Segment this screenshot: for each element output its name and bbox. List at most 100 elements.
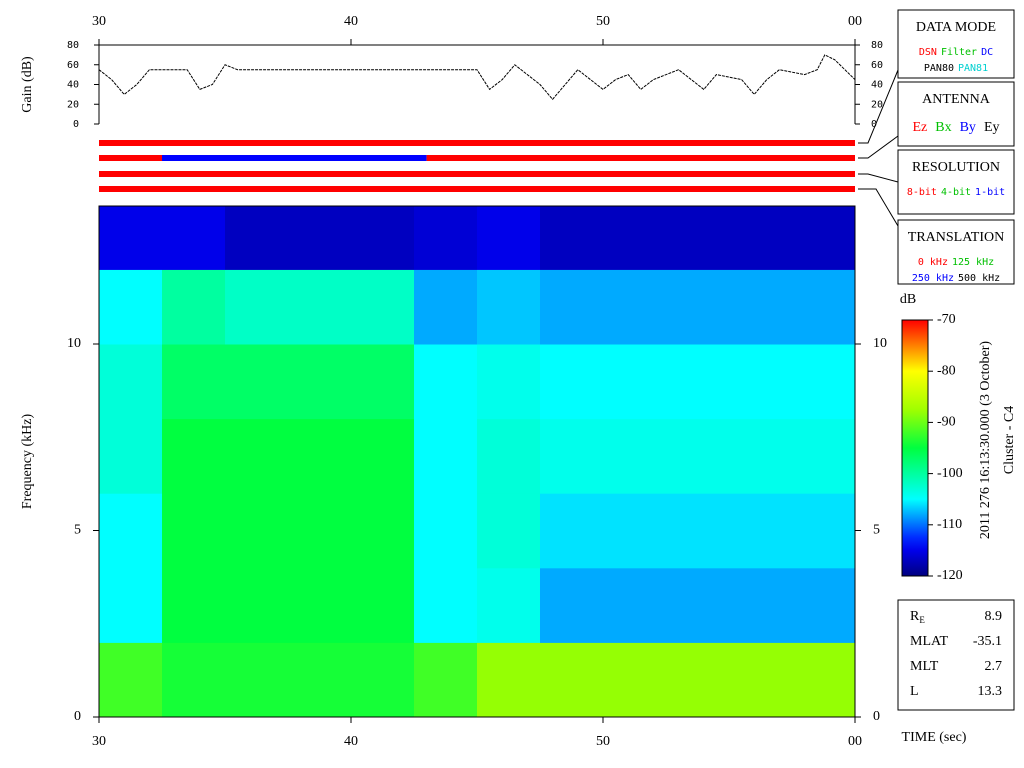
y-axis-label: Gain (dB): [20, 56, 35, 113]
panel-item: PAN81: [958, 63, 988, 74]
heat-cell: [729, 269, 793, 345]
orbit-value: -35.1: [973, 634, 1002, 649]
heat-cell: [603, 493, 667, 569]
heat-cell: [477, 344, 541, 420]
heat-cell: [729, 344, 793, 420]
heat-cell: [729, 493, 793, 569]
colorbar-tick-label: -90: [937, 415, 956, 430]
panel-title: TRANSLATION: [908, 230, 1004, 245]
spacecraft-label: Cluster - C4: [1002, 406, 1017, 474]
panel-item: Ey: [984, 120, 1000, 135]
heat-cell: [99, 418, 163, 494]
heat-cell: [351, 206, 415, 270]
heat-cell: [414, 206, 478, 270]
connector: [858, 173, 899, 183]
y-axis-label: Frequency (kHz): [20, 414, 35, 510]
heat-cell: [225, 344, 289, 420]
heat-cell: [792, 206, 856, 270]
heat-cell: [792, 567, 856, 643]
y-tick-label: 60: [67, 60, 79, 71]
panel-item: DC: [981, 47, 993, 58]
heat-cell: [288, 206, 352, 270]
heat-cell: [792, 269, 856, 345]
orbit-subscript: E: [919, 615, 925, 625]
heat-cell: [666, 493, 730, 569]
heat-cell: [99, 493, 163, 569]
x-tick-label: 00: [848, 734, 862, 749]
panel-row: 8-bit 4-bit 1-bit: [907, 187, 1005, 198]
heat-cell: [729, 567, 793, 643]
panel-item: Ez: [912, 120, 927, 135]
x-tick-label: 50: [596, 734, 610, 749]
heat-cell: [162, 493, 226, 569]
heat-cell: [288, 418, 352, 494]
y-tick-label: 60: [871, 60, 883, 71]
panel-item: PAN80: [924, 63, 954, 74]
heat-cell: [414, 418, 478, 494]
y-tick-label: 0: [73, 119, 79, 130]
panel-row: 0 kHz 125 kHz: [918, 257, 994, 268]
panel-box: [897, 219, 1015, 285]
heat-cell: [288, 493, 352, 569]
heat-cell: [540, 493, 604, 569]
gain-line: [98, 54, 856, 101]
heat-cell: [99, 642, 163, 718]
heat-cell: [792, 344, 856, 420]
plot-frame: [98, 205, 856, 718]
panel-item: 4-bit: [941, 187, 971, 198]
heat-cell: [792, 642, 856, 718]
heat-cell: [162, 344, 226, 420]
y-tick-label: 40: [67, 80, 79, 91]
heat-cell: [603, 567, 667, 643]
status-bar: [162, 155, 427, 161]
connector: [858, 135, 899, 159]
heat-cell: [477, 269, 541, 345]
heat-cell: [351, 567, 415, 643]
heat-cell: [729, 642, 793, 718]
heat-cell: [666, 418, 730, 494]
y-tick-label: 20: [67, 99, 79, 110]
heat-cell: [414, 344, 478, 420]
heat-cell: [288, 642, 352, 718]
date-label: 2011 276 16:13:30.000 (3 October): [978, 341, 993, 540]
panel-row: DSN Filter DC: [919, 47, 993, 58]
heat-cell: [603, 269, 667, 345]
heat-cell: [288, 344, 352, 420]
panel-row: Ez Bx By Ey: [912, 120, 999, 135]
colorbar-tick-label: -120: [937, 568, 963, 583]
panel-item: Filter: [941, 47, 977, 58]
colorbar-tick-label: -70: [937, 312, 956, 327]
heat-cell: [99, 269, 163, 345]
orbit-label: MLT: [910, 659, 939, 674]
colorbar-tick-label: -80: [937, 363, 956, 378]
panel-item: 500 kHz: [958, 273, 1000, 284]
orbit-box: [897, 599, 1015, 711]
heat-cell: [162, 567, 226, 643]
heat-cell: [666, 344, 730, 420]
panel-item: 1-bit: [975, 187, 1005, 198]
orbit-label: MLAT: [910, 634, 949, 649]
heat-cell: [477, 493, 541, 569]
heat-cell: [540, 269, 604, 345]
heat-cell: [666, 567, 730, 643]
heat-cell: [792, 493, 856, 569]
heat-cell: [99, 344, 163, 420]
panel-item: By: [960, 120, 976, 135]
heat-cell: [288, 269, 352, 345]
heat-cell: [351, 418, 415, 494]
orbit-value: 2.7: [985, 659, 1003, 674]
heat-cell: [540, 344, 604, 420]
heat-cell: [603, 642, 667, 718]
colorbar-label: dB: [900, 292, 916, 307]
heat-cell: [225, 206, 289, 270]
heat-cell: [477, 567, 541, 643]
heat-cell: [540, 567, 604, 643]
heat-cell: [414, 493, 478, 569]
panel-box: [897, 81, 1015, 147]
y-tick-label: 5: [74, 523, 81, 538]
heat-cell: [477, 642, 541, 718]
y-tick-label: 80: [67, 40, 79, 51]
panel-title: ANTENNA: [922, 92, 991, 107]
